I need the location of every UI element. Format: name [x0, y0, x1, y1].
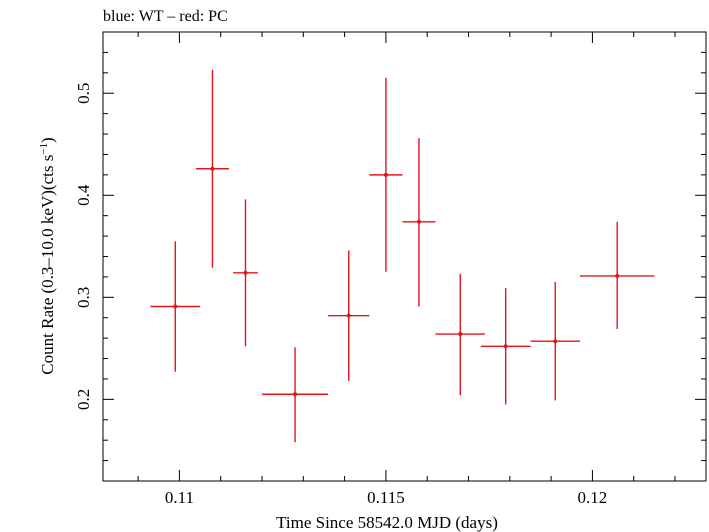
data-point	[580, 221, 655, 329]
data-marker	[503, 344, 508, 349]
x-tick-label: 0.115	[367, 488, 405, 507]
x-tick-label: 0.11	[165, 488, 194, 507]
y-tick-label: 0.4	[74, 184, 93, 206]
data-marker	[243, 270, 248, 275]
data-marker	[615, 273, 620, 278]
data-point	[233, 199, 258, 347]
y-axis-label-superscript: −1	[38, 143, 50, 155]
y-axis-label-close: )	[38, 137, 57, 143]
plot-frame	[102, 31, 707, 482]
data-points	[150, 69, 655, 443]
x-axis-label: Time Since 58542.0 MJD (days)	[276, 513, 498, 532]
y-tick-label: 0.3	[74, 287, 93, 308]
axis-ticks: 0.11 0.115 0.12 0.2 0.3 0.4 0.5	[74, 31, 706, 507]
x-tick-label: 0.12	[578, 488, 608, 507]
data-marker	[458, 332, 463, 337]
data-point	[262, 347, 329, 443]
data-point	[369, 77, 403, 272]
data-point	[195, 69, 229, 268]
data-point	[328, 250, 370, 381]
data-point	[530, 282, 581, 401]
data-marker	[346, 313, 351, 318]
y-axis-label: Count Rate (0.3–10.0 keV)(cts s−1)	[38, 137, 57, 374]
data-marker	[383, 172, 388, 177]
data-marker	[416, 219, 421, 224]
data-marker	[173, 304, 178, 309]
data-point	[150, 241, 201, 372]
data-point	[435, 273, 486, 396]
data-marker	[553, 339, 558, 344]
y-tick-label: 0.5	[74, 83, 93, 104]
y-axis-label-main: Count Rate (0.3–10.0 keV)(cts s	[38, 155, 57, 375]
data-point	[480, 288, 531, 405]
data-point	[402, 138, 436, 307]
y-tick-label: 0.2	[74, 389, 93, 410]
chart-title: blue: WT – red: PC	[103, 8, 228, 25]
data-marker	[210, 166, 215, 171]
data-marker	[293, 392, 298, 397]
